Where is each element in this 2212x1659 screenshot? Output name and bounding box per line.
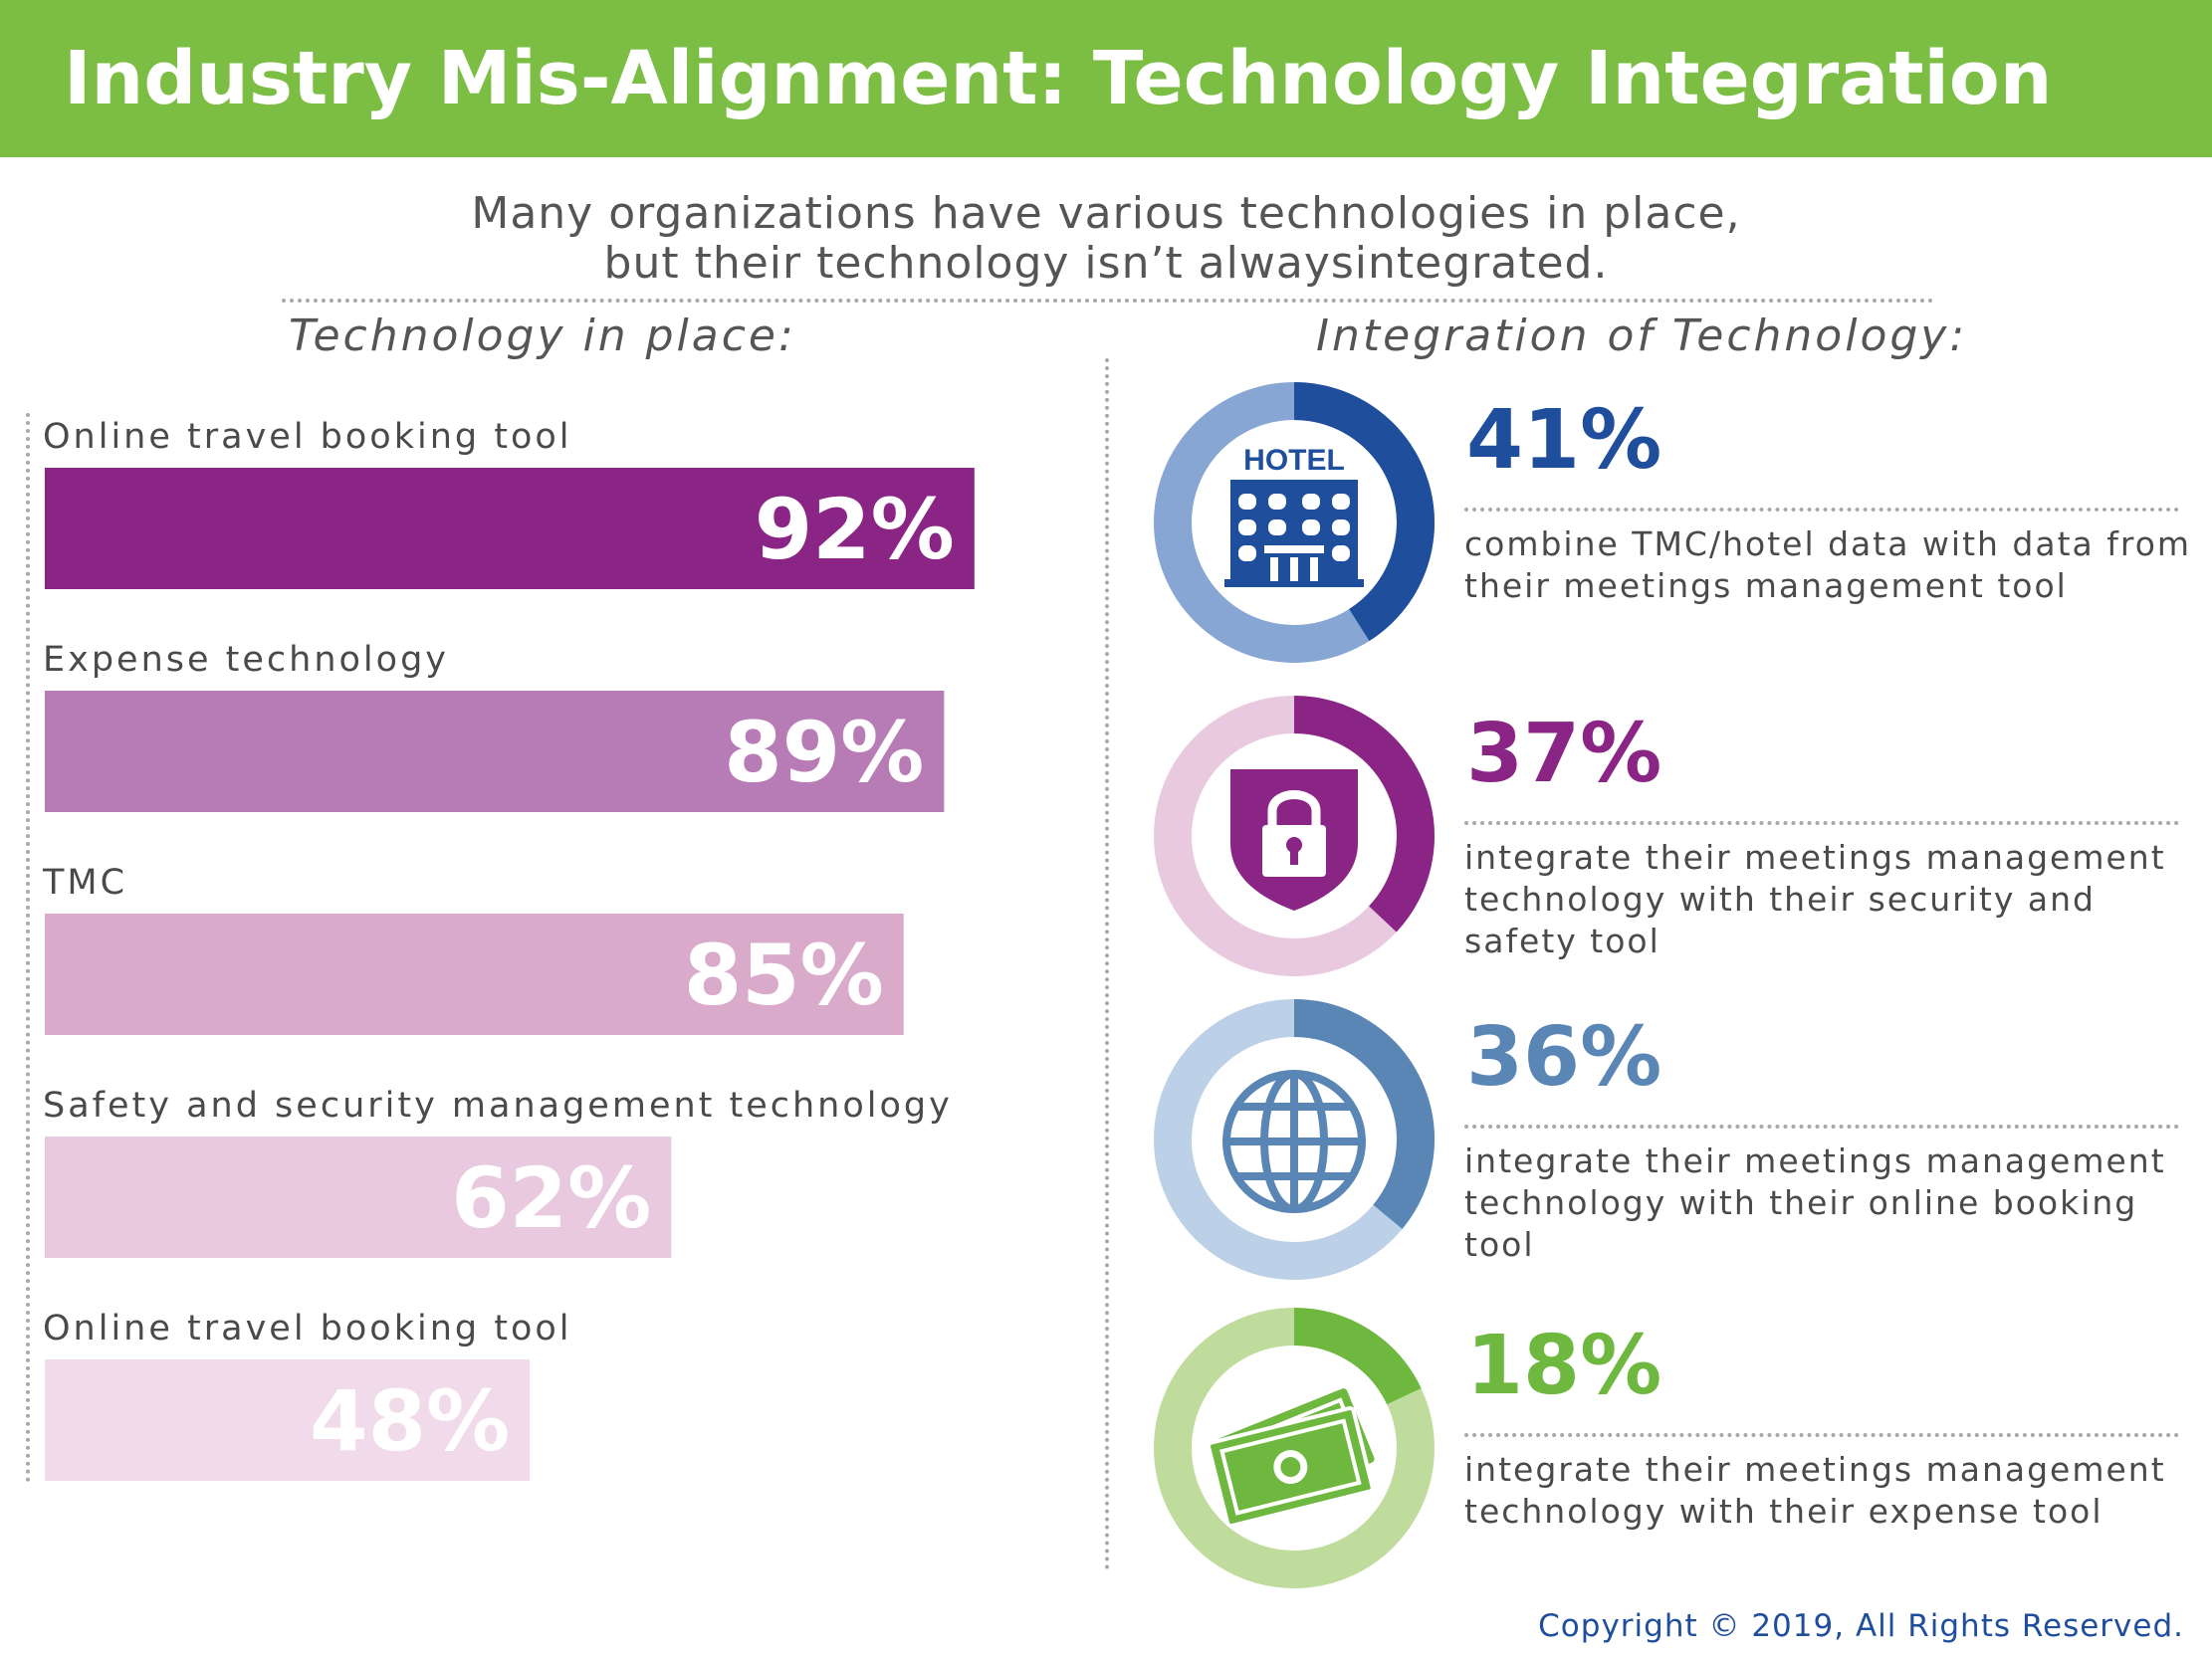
donut-chart-security <box>1154 696 1435 976</box>
page-title: Industry Mis-Alignment: Technology Integ… <box>64 36 2053 121</box>
integration-item-security: 37% integrate their meetings management … <box>1150 692 2185 980</box>
bar-category-label: Online travel booking tool <box>43 1309 572 1348</box>
subtitle: Many organizations have various technolo… <box>0 189 2212 289</box>
bar-value-label: 48% <box>310 1372 510 1470</box>
donut-chart-hotel <box>1154 382 1435 663</box>
right-column-heading: Integration of Technology: <box>1316 311 1968 361</box>
donut-chart-booking <box>1154 999 1435 1280</box>
integration-description: integrate their meetings management tech… <box>1464 1141 2166 1264</box>
hotel-icon-text: HOTEL <box>1243 444 1345 477</box>
top-divider <box>282 299 1934 303</box>
donut-value-arc <box>1293 696 1435 933</box>
security-lock-icon <box>1226 761 1362 915</box>
donut-value-arc <box>1293 999 1435 1229</box>
value-divider <box>1464 1433 2179 1437</box>
value-divider <box>1464 1125 2179 1129</box>
bar-category-label: Safety and security management technolog… <box>43 1086 953 1126</box>
bar <box>45 914 904 1035</box>
bar-category-label: Expense technology <box>43 640 449 680</box>
left-column-heading: Technology in place: <box>289 311 796 361</box>
percent-value: 41% <box>1466 393 1662 488</box>
copyright-notice: Copyright © 2019, All Rights Reserved. <box>1538 1608 2184 1644</box>
percent-value: 37% <box>1466 707 1662 801</box>
bar-value-label: 62% <box>451 1149 651 1247</box>
donut-chart-expense <box>1154 1308 1435 1588</box>
money-icon <box>1205 1371 1384 1535</box>
subtitle-line-2: but their technology isn’t alwaysintegra… <box>603 238 1609 289</box>
bar-chart-axis-line <box>26 413 30 1483</box>
subtitle-line-1: Many organizations have various technolo… <box>471 188 1741 239</box>
percent-value: 36% <box>1466 1010 1662 1105</box>
value-divider <box>1464 821 2179 825</box>
bar <box>45 468 975 589</box>
integration-description: integrate their meetings management tech… <box>1464 1450 2166 1531</box>
integration-description: combine TMC/hotel data with data from th… <box>1464 524 2192 605</box>
technology-bar-chart: Online travel booking tool 92% Expense tec… <box>42 417 975 1481</box>
bar <box>45 691 945 812</box>
donut-value-arc <box>1293 382 1435 642</box>
bar-category-label: TMC <box>42 863 127 903</box>
hotel-building-icon: HOTEL <box>1224 438 1364 591</box>
value-divider <box>1464 508 2179 512</box>
percent-value: 18% <box>1466 1319 1662 1413</box>
integration-item-expense: 18% integrate their meetings management … <box>1150 1304 2185 1592</box>
integration-item-booking: 36% integrate their meetings management … <box>1150 995 2185 1284</box>
integration-description: integrate their meetings management tech… <box>1464 838 2166 960</box>
column-divider <box>1105 358 1109 1570</box>
bar-value-label: 92% <box>755 481 955 578</box>
bar-value-label: 85% <box>684 927 884 1024</box>
bar <box>45 1137 672 1258</box>
bar <box>45 1359 531 1481</box>
donut-value-arc <box>1293 1308 1422 1405</box>
integration-item-hotel: HOTEL 41% combine TMC/hotel data with da… <box>1150 378 2189 667</box>
bar-category-label: Online travel booking tool <box>43 417 572 457</box>
title-banner: Industry Mis-Alignment: Technology Integ… <box>0 0 2212 157</box>
bar-value-label: 89% <box>724 704 924 801</box>
globe-icon <box>1219 1067 1369 1220</box>
